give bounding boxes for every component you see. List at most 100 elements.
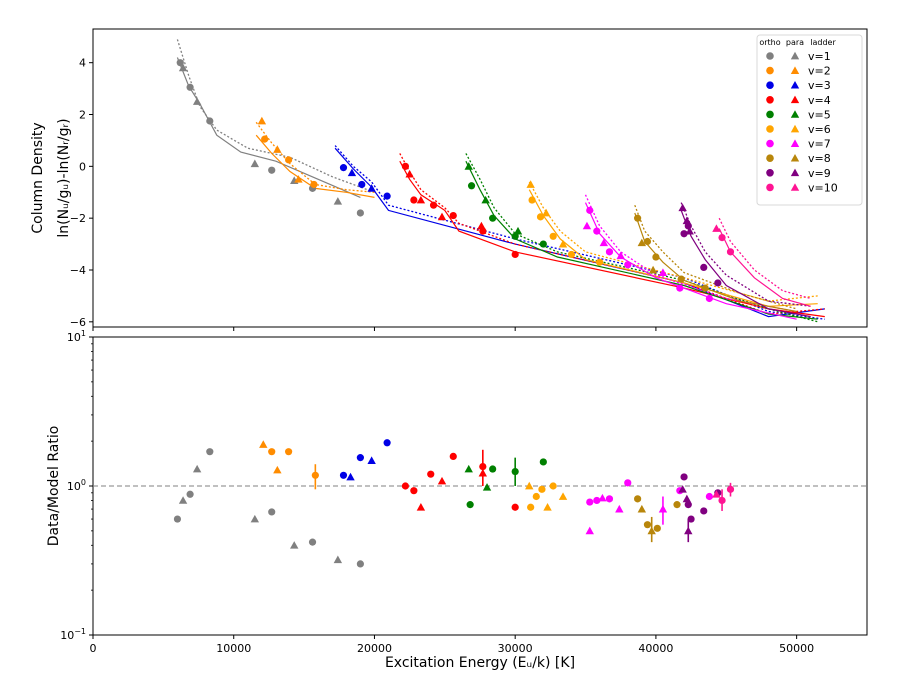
para-point-v1	[192, 97, 202, 105]
ratio-ortho-point-v7	[605, 495, 614, 503]
para-point-v4	[405, 169, 414, 178]
legend-label-v5: v=5	[808, 108, 831, 121]
ratio-para-point-v7	[615, 504, 624, 513]
ratio-ortho-point-v1	[356, 560, 364, 568]
legend-label-v6: v=6	[808, 123, 831, 136]
para-point-v5	[481, 195, 490, 204]
ratio-ortho-point-v7	[624, 479, 632, 487]
ratio-ortho-point-v5	[466, 501, 474, 509]
ortho-point-v8	[652, 253, 660, 261]
legend-para-marker-v9	[790, 168, 800, 177]
legend-para-marker-v10	[790, 183, 800, 191]
legend-label-v1: v=1	[808, 50, 831, 63]
legend-ortho-marker-v6	[766, 125, 774, 133]
ratio-ortho-point-v3	[383, 439, 391, 447]
x-tick-label: 10000	[216, 642, 251, 655]
legend-para-marker-v5	[790, 110, 800, 118]
bottom-y-axis-ticks: 101 100 10−1	[60, 329, 93, 642]
ratio-ortho-point-v8	[653, 524, 661, 532]
ratio-para-point-v3	[367, 456, 376, 464]
ratio-ortho-point-v1	[186, 490, 194, 498]
para-point-v7	[658, 268, 668, 276]
ortho-point-v6	[528, 196, 536, 204]
legend-ortho-marker-v7	[766, 139, 774, 148]
para-point-v8	[637, 238, 647, 247]
ratio-ortho-point-v5	[539, 458, 547, 466]
ratio-para-point-v1	[333, 555, 343, 564]
para-point-v1	[178, 63, 188, 72]
para-point-v4	[477, 221, 486, 230]
ratio-ortho-point-v6	[549, 482, 557, 490]
model-dotted-line-v4	[399, 153, 825, 315]
ortho-point-v1	[356, 209, 364, 217]
model-line-v4	[399, 160, 825, 318]
ortho-point-v7	[593, 227, 601, 235]
ratio-ortho-point-v9	[687, 515, 695, 523]
model-dotted-line-v10	[718, 217, 811, 300]
ortho-point-v8	[701, 284, 709, 292]
para-point-v4	[416, 195, 426, 204]
ratio-para-point-v9	[678, 485, 687, 493]
model-dotted-line-v3	[334, 145, 825, 320]
bottom-y-tick-label: 10−1	[60, 627, 86, 642]
ortho-point-v4	[479, 227, 487, 235]
ortho-point-v2	[261, 135, 269, 143]
ratio-ortho-point-v10	[726, 485, 735, 493]
bottom-data-points	[173, 439, 735, 568]
para-point-v7	[582, 221, 592, 230]
para-point-v6	[526, 180, 535, 188]
ratio-para-point-v9	[684, 526, 693, 535]
top-y-axis-ticks: 4 2 0 −2 −4 −6	[70, 57, 798, 331]
para-point-v9	[685, 226, 694, 235]
ratio-ortho-point-v1	[173, 515, 182, 523]
ortho-point-v1	[186, 83, 194, 91]
para-point-v7	[599, 238, 609, 247]
x-tick-label: 40000	[638, 642, 673, 655]
ratio-para-point-v2	[273, 465, 282, 474]
ratio-para-point-v10	[712, 490, 721, 498]
top-model-lines	[176, 39, 825, 323]
ratio-ortho-point-v2	[311, 471, 319, 479]
top-y-tick-label: −4	[70, 264, 86, 277]
para-point-v7	[616, 251, 625, 260]
ratio-para-point-v8	[647, 526, 656, 535]
para-point-v5	[464, 162, 473, 170]
ortho-point-v3	[383, 192, 391, 200]
ortho-point-v7	[586, 206, 594, 214]
para-point-v6	[541, 208, 551, 217]
top-y-tick-label: −2	[70, 212, 86, 225]
x-tick-label: 20000	[357, 642, 392, 655]
para-point-v2	[273, 145, 282, 153]
x-axis-ticks: 0 10000 20000 30000 40000 50000	[90, 635, 814, 655]
ortho-point-v8	[643, 237, 652, 246]
ratio-ortho-point-v9	[684, 501, 692, 509]
ratio-ortho-point-v1	[308, 538, 317, 546]
legend-label-v3: v=3	[808, 79, 831, 92]
model-dotted-line-v6	[528, 181, 818, 302]
ratio-para-point-v4	[478, 468, 488, 477]
para-point-v5	[513, 226, 523, 235]
legend-header-ladder: ladder	[810, 38, 836, 47]
model-line-v6	[528, 189, 818, 307]
ratio-para-point-v1	[250, 514, 260, 523]
ratio-para-point-v7	[598, 493, 607, 502]
ratio-para-point-v1	[290, 541, 299, 549]
ratio-ortho-point-v4	[401, 482, 410, 490]
ratio-para-point-v3	[346, 472, 355, 481]
para-point-v6	[558, 239, 568, 248]
para-point-v9	[682, 216, 692, 225]
ratio-para-point-v1	[192, 464, 202, 473]
legend-box	[756, 34, 863, 206]
para-point-v9	[678, 203, 687, 212]
model-line-v3	[334, 147, 825, 318]
bottom-y-tick-label: 100	[67, 478, 86, 493]
ratio-ortho-point-v2	[268, 448, 276, 456]
model-line-v7	[584, 202, 797, 320]
legend-label-v9: v=9	[808, 167, 831, 180]
ortho-point-v8	[634, 214, 642, 222]
para-point-v1	[333, 197, 343, 205]
legend-para-marker-v6	[790, 124, 800, 133]
legend-para-marker-v7	[790, 139, 800, 147]
ortho-point-v7	[605, 248, 614, 256]
